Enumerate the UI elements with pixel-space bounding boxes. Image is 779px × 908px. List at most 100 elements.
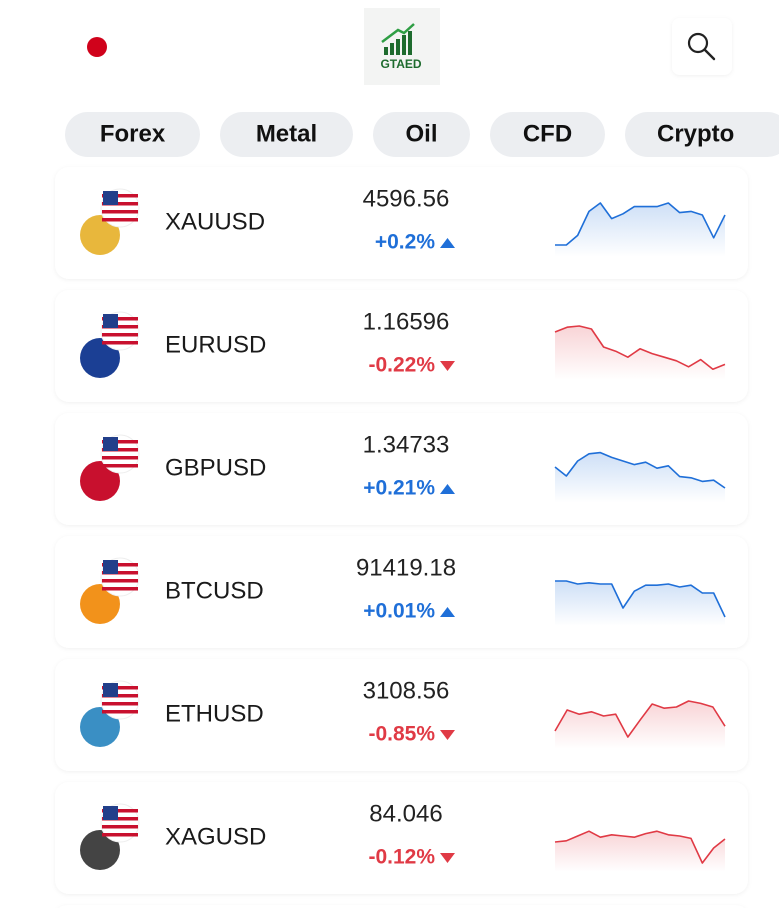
us-flag-stripe [102, 317, 138, 321]
us-flag-stripe [102, 440, 138, 444]
change: -0.85% [368, 723, 435, 746]
sparkline-area [555, 581, 725, 626]
change: -0.12% [368, 846, 435, 869]
us-flag-stripe [102, 456, 138, 460]
us-flag-stripe [102, 194, 138, 198]
us-flag-stripe [102, 579, 138, 583]
us-flag-stripe [102, 448, 138, 452]
tab-label: Forex [100, 120, 166, 147]
price: 91419.18 [356, 554, 456, 581]
us-flag-canton [103, 437, 118, 451]
base-icon [80, 707, 120, 747]
base-icon [80, 584, 120, 624]
sparkline-area [555, 203, 725, 257]
row[interactable]: EURUSD 1.16596 -0.22% [55, 290, 748, 402]
search-icon-handle [703, 48, 716, 61]
card-partial [59, 905, 744, 908]
tab-label: Crypto [657, 120, 734, 147]
us-flag-stripe [102, 210, 138, 214]
list: XAUUSD 4596.56 +0.2% EURUSD 1.16596 -0.22% GBP… [55, 167, 748, 894]
logo-text: GTAED [380, 57, 421, 71]
sparkline [554, 451, 726, 489]
price: 84.046 [369, 800, 442, 827]
symbol: EURUSD [165, 331, 266, 358]
row[interactable]: GBPUSD 1.34733 +0.21% [55, 413, 748, 525]
us-flag-stripe [102, 694, 138, 698]
price: 4596.56 [363, 185, 450, 212]
us-flag-stripe [102, 325, 138, 329]
sparkline [555, 202, 726, 246]
price: 3108.56 [363, 677, 450, 704]
symbol: ETHUSD [165, 700, 264, 727]
change-arrow [440, 607, 455, 617]
tab[interactable] [490, 112, 605, 157]
row[interactable]: XAGUSD 84.046 -0.12% [55, 782, 748, 894]
us-flag-stripe [102, 833, 138, 837]
sparkline-area [555, 701, 725, 749]
us-flag-canton [103, 806, 118, 820]
change-arrow [440, 484, 455, 494]
us-flag-stripe [102, 464, 138, 468]
change: +0.2% [375, 231, 435, 254]
tab[interactable] [625, 112, 779, 157]
sparkline [554, 830, 726, 864]
us-flag-stripe [102, 686, 138, 690]
tab[interactable] [220, 112, 353, 157]
price: 1.34733 [363, 431, 450, 458]
us-flag-stripe [102, 825, 138, 829]
base-icon [80, 338, 120, 378]
row[interactable]: BTCUSD 91419.18 +0.01% [55, 536, 748, 648]
symbol: XAGUSD [165, 823, 266, 850]
search-icon [687, 32, 709, 54]
us-flag-stripe [102, 817, 138, 821]
us-flag-stripe [102, 218, 138, 222]
card [55, 290, 748, 402]
us-flag-stripe [102, 710, 138, 714]
change: -0.22% [368, 354, 435, 377]
us-flag-canton [103, 191, 118, 205]
us-flag-canton [103, 683, 118, 697]
row[interactable]: XAUUSD 4596.56 +0.2% [55, 167, 748, 279]
base-icon [80, 215, 120, 255]
flag-jp-sun [87, 37, 107, 57]
change: +0.21% [363, 477, 435, 500]
tab-label: Metal [256, 120, 317, 147]
tab-label: CFD [523, 120, 572, 147]
tab-label: Oil [405, 120, 437, 147]
base-icon [80, 830, 120, 870]
us-flag-stripe [102, 571, 138, 575]
tabs: Forex Metal Oil CFD Crypto [65, 112, 779, 157]
tab[interactable] [373, 112, 470, 157]
us-flag-canton [103, 314, 118, 328]
tab[interactable] [65, 112, 200, 157]
us-flag-stripe [102, 341, 138, 345]
change-arrow [440, 238, 455, 248]
header: GTAED [72, 8, 732, 85]
change-arrow [440, 730, 455, 740]
sparkline [555, 580, 726, 618]
us-flag-stripe [102, 563, 138, 567]
change: +0.01% [363, 600, 435, 623]
logo-bars [381, 23, 415, 55]
us-flag-stripe [102, 202, 138, 206]
sparkline [554, 325, 726, 371]
us-flag-stripe [102, 333, 138, 337]
sparkline-area [555, 326, 725, 380]
sparkline-area [555, 831, 725, 872]
change-arrow [440, 361, 455, 371]
us-flag-stripe [102, 587, 138, 591]
price: 1.16596 [363, 308, 450, 335]
base-icon [80, 461, 120, 501]
sparkline [554, 700, 726, 738]
sparkline-area [555, 452, 725, 503]
us-flag-stripe [102, 809, 138, 813]
symbol: GBPUSD [165, 454, 266, 481]
symbol: XAUUSD [165, 208, 265, 235]
row[interactable]: ETHUSD 3108.56 -0.85% [55, 659, 748, 771]
change-arrow [440, 853, 455, 863]
us-flag-canton [103, 560, 118, 574]
symbol: BTCUSD [165, 577, 264, 604]
search-button[interactable] [672, 18, 732, 75]
us-flag-stripe [102, 702, 138, 706]
